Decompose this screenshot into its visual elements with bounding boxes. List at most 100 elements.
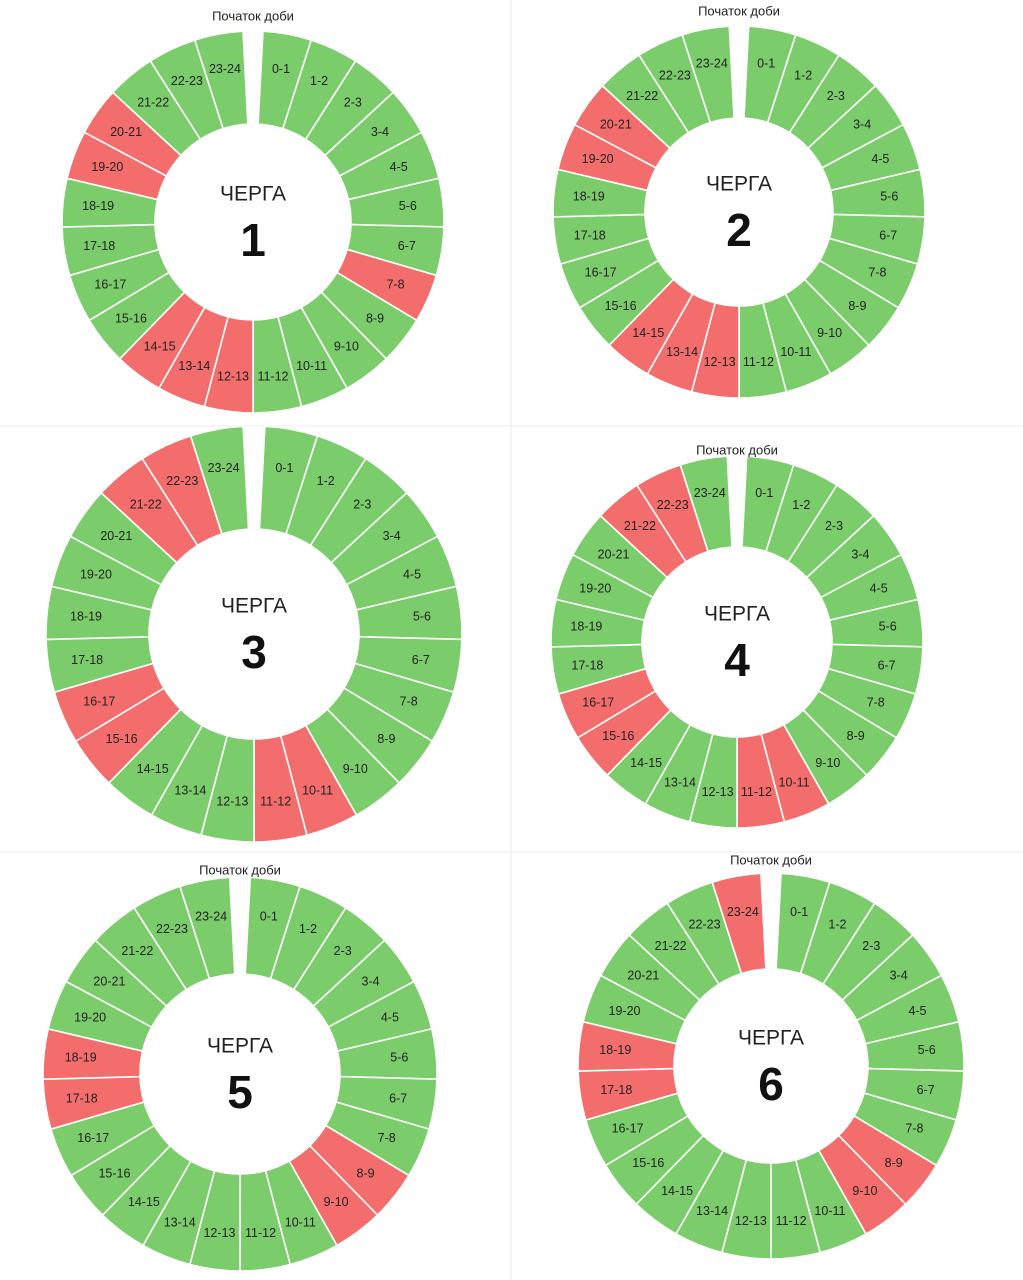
hour-label: 22-23 [166, 474, 198, 488]
hour-label: 1-2 [792, 498, 810, 512]
hour-segment-23-24-on [193, 30, 249, 130]
hour-label: 1-2 [794, 68, 812, 82]
hour-label: 9-10 [334, 340, 359, 354]
hour-label: 15-16 [602, 729, 634, 743]
start-of-day-label: Початок доби [199, 863, 281, 878]
hour-label: 14-15 [128, 1195, 160, 1209]
hour-label: 23-24 [694, 486, 726, 500]
hour-label: 20-21 [600, 118, 632, 132]
hour-label: 13-14 [178, 359, 210, 373]
hour-label: 23-24 [696, 56, 728, 70]
hour-label: 16-17 [582, 696, 614, 710]
hour-label: 17-18 [574, 228, 606, 242]
queue-title: ЧЕРГА [704, 603, 770, 626]
hour-label: 18-19 [599, 1043, 631, 1057]
hour-label: 14-15 [661, 1184, 693, 1198]
hour-label: 16-17 [77, 1131, 109, 1145]
hour-label: 3-4 [853, 118, 871, 132]
hour-label: 2-3 [334, 944, 352, 958]
hour-label: 18-19 [570, 620, 602, 634]
hour-label: 2-3 [344, 96, 362, 110]
hour-label: 16-17 [612, 1122, 644, 1136]
hour-label: 17-18 [66, 1092, 98, 1106]
hour-label: 19-20 [91, 160, 123, 174]
hour-label: 12-13 [704, 355, 736, 369]
hour-label: 8-9 [357, 1166, 375, 1180]
hour-label: 21-22 [624, 519, 656, 533]
hour-label: 17-18 [71, 653, 103, 667]
queue-title: ЧЕРГА [706, 173, 772, 196]
hour-label: 16-17 [94, 277, 126, 291]
hour-label: 15-16 [605, 299, 637, 313]
hour-label: 4-5 [403, 568, 421, 582]
queue-number: 5 [227, 1066, 253, 1118]
hour-label: 22-23 [171, 74, 203, 88]
hour-label: 13-14 [696, 1204, 728, 1218]
hour-label: 6-7 [917, 1083, 935, 1097]
hour-label: 0-1 [272, 62, 290, 76]
hour-label: 21-22 [121, 944, 153, 958]
hour-label: 0-1 [275, 461, 293, 475]
hour-label: 4-5 [381, 1011, 399, 1025]
hour-label: 15-16 [98, 1166, 130, 1180]
hour-label: 11-12 [741, 785, 772, 799]
hour-label: 13-14 [174, 783, 206, 797]
queue-chart-4: 0-1 1-2 2-3 3-4 4-5 5-6 6-7 7-8 8-9 9-10 10-11 11-1… [550, 443, 924, 829]
hour-label: 3-4 [362, 974, 380, 988]
hour-label: 23-24 [208, 461, 240, 475]
hour-label: 8-9 [377, 732, 395, 746]
hour-label: 19-20 [609, 1004, 641, 1018]
hour-label: 6-7 [398, 239, 416, 253]
hour-label: 20-21 [93, 974, 125, 988]
hour-label: 21-22 [655, 939, 687, 953]
hour-label: 5-6 [390, 1051, 408, 1065]
hour-label: 16-17 [585, 266, 617, 280]
hour-label: 6-7 [412, 653, 430, 667]
hour-label: 18-19 [573, 190, 605, 204]
hour-label: 18-19 [65, 1051, 97, 1065]
hour-segment-23-24-on [681, 25, 735, 124]
hour-label: 7-8 [868, 266, 886, 280]
hour-label: 14-15 [144, 340, 176, 354]
hour-label: 1-2 [828, 917, 846, 931]
start-of-day-label: Початок доби [212, 9, 294, 24]
queue-title: ЧЕРГА [738, 1027, 804, 1050]
hour-label: 0-1 [790, 905, 808, 919]
hour-label: 19-20 [80, 568, 112, 582]
hour-label: 11-12 [743, 355, 774, 369]
hour-label: 5-6 [918, 1043, 936, 1057]
hour-label: 20-21 [110, 125, 142, 139]
hour-label: 8-9 [847, 729, 865, 743]
start-of-day-label: Початок доби [696, 443, 778, 458]
hour-label: 12-13 [216, 794, 248, 808]
queue-number: 6 [758, 1058, 784, 1110]
hour-label: 7-8 [378, 1131, 396, 1145]
hour-label: 11-12 [260, 794, 291, 808]
hour-label: 20-21 [627, 968, 659, 982]
hour-label: 12-13 [217, 369, 249, 383]
hour-label: 22-23 [659, 68, 691, 82]
hour-label: 5-6 [880, 190, 898, 204]
hour-label: 10-11 [285, 1215, 316, 1229]
hour-label: 17-18 [571, 658, 603, 672]
hour-label: 3-4 [890, 968, 908, 982]
hour-label: 2-3 [862, 939, 880, 953]
hour-label: 3-4 [383, 529, 401, 543]
queue-chart-6: 0-1 1-2 2-3 3-4 4-5 5-6 6-7 7-8 8-9 9-10 10-11 11-1… [577, 853, 965, 1260]
hour-label: 13-14 [164, 1215, 196, 1229]
queue-number: 4 [724, 634, 750, 686]
hour-label: 15-16 [115, 312, 147, 326]
hour-label: 11-12 [257, 369, 288, 383]
hour-label: 7-8 [400, 695, 418, 709]
hour-label: 8-9 [366, 312, 384, 326]
hour-label: 7-8 [867, 696, 885, 710]
hour-label: 12-13 [702, 785, 734, 799]
hour-label: 16-17 [83, 695, 115, 709]
hour-label: 4-5 [871, 152, 889, 166]
hour-label: 23-24 [209, 62, 241, 76]
hour-label: 13-14 [666, 345, 698, 359]
hour-label: 20-21 [100, 529, 132, 543]
hour-label: 23-24 [195, 909, 227, 923]
hour-label: 0-1 [757, 56, 775, 70]
